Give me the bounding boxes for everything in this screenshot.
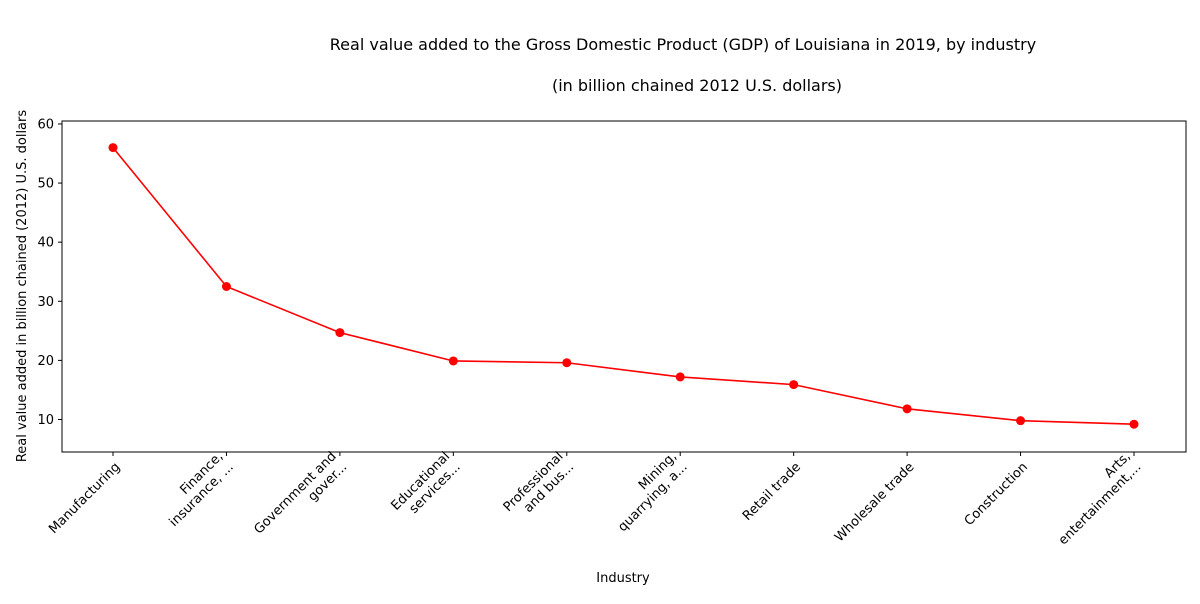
x-tick-label: Educationalservices... <box>389 449 464 524</box>
x-axis-label: Industry <box>596 571 650 586</box>
x-tick-label-line: Retail trade <box>740 460 804 524</box>
x-tick-label-line: Manufacturing <box>46 460 123 537</box>
x-tick-label-line: Wholesale trade <box>832 460 917 545</box>
data-point <box>221 282 231 291</box>
y-tick-label: 50 <box>37 177 54 192</box>
x-tick-label-line: Construction <box>962 460 1031 529</box>
data-point <box>1129 419 1139 429</box>
x-tick-label: Professionaland bus... <box>501 449 577 525</box>
data-point <box>1016 416 1026 426</box>
y-axis: 10 20 30 40 50 60 <box>37 117 62 428</box>
x-tick-label: Government andgover... <box>251 449 350 548</box>
series-line <box>112 147 1135 426</box>
data-point <box>789 380 799 390</box>
y-tick-label: 60 <box>37 117 54 132</box>
y-tick-label: 10 <box>37 413 54 428</box>
y-tick-label: 30 <box>37 295 54 310</box>
x-tick-label: Mining,quarrying, a... <box>605 449 691 535</box>
y-tick-label: 40 <box>37 236 54 251</box>
data-point <box>902 404 912 414</box>
y-tick-label: 20 <box>37 354 54 369</box>
data-point <box>108 143 118 153</box>
x-tick-label: Construction <box>962 460 1031 529</box>
x-tick-label: Retail trade <box>740 460 804 524</box>
data-point <box>448 356 458 366</box>
y-axis-label: Real value added in billion chained (201… <box>15 110 30 463</box>
data-point <box>675 372 685 382</box>
x-tick-label: Finance,insurance, ... <box>156 449 237 530</box>
x-tick-label-line: entertainment,... <box>1056 460 1144 548</box>
x-axis: Manufacturing Finance,insurance, ... Gover… <box>46 449 1144 548</box>
data-point <box>335 328 345 338</box>
data-point <box>562 358 572 368</box>
chart-title: Real value added to the Gross Domestic P… <box>330 35 1036 54</box>
x-tick-label: Manufacturing <box>46 460 123 537</box>
plot-area-frame <box>61 120 1187 453</box>
x-tick-label: Arts,entertainment,... <box>1045 449 1144 548</box>
x-tick-label: Wholesale trade <box>832 460 917 545</box>
series-layer <box>108 143 1139 429</box>
chart-subtitle: (in billion chained 2012 U.S. dollars) <box>552 76 842 95</box>
